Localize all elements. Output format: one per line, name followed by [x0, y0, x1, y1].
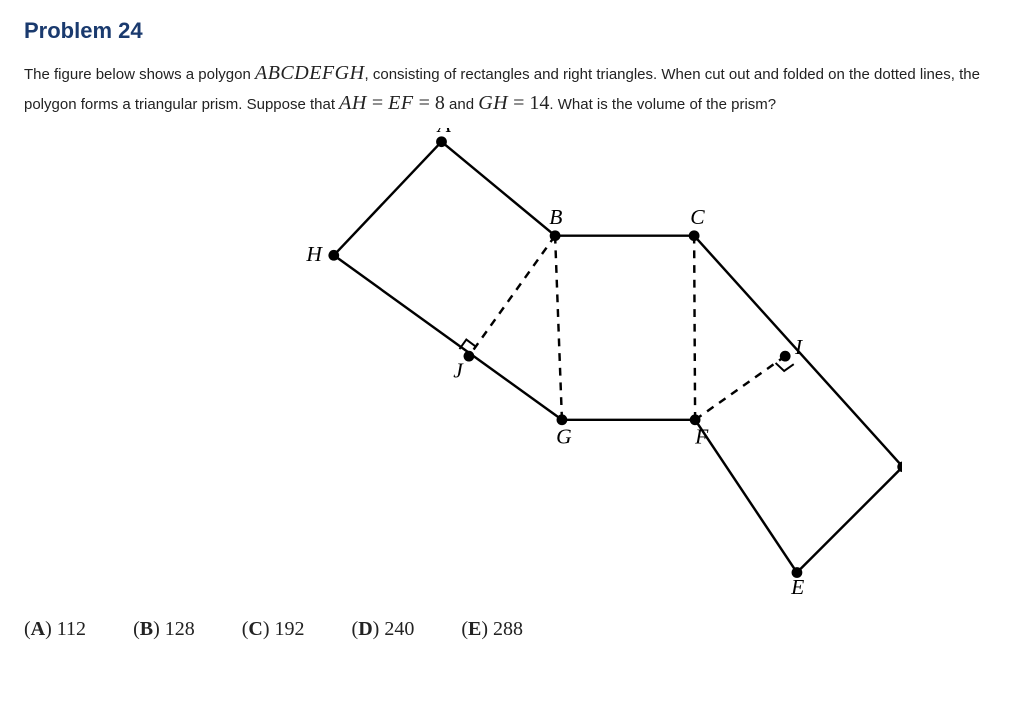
- svg-text:C: C: [690, 205, 705, 229]
- math-eq: =: [508, 92, 529, 114]
- problem-title: Problem 24: [24, 18, 1000, 44]
- math-gh: GH: [478, 92, 508, 114]
- math-eq: =: [414, 92, 435, 114]
- choice-c[interactable]: (C) 192: [242, 618, 305, 641]
- svg-text:A: A: [436, 128, 452, 137]
- svg-text:G: G: [556, 424, 572, 448]
- svg-text:F: F: [694, 424, 709, 448]
- svg-text:E: E: [790, 575, 804, 598]
- prism-net-figure: AHJBGCFIDE: [122, 128, 902, 598]
- text-part: The figure below shows a polygon: [24, 66, 255, 83]
- math-eq: =: [367, 92, 388, 114]
- math-polygon: ABCDEFGH: [255, 62, 365, 84]
- math-8: 8: [435, 92, 445, 114]
- text-part: and: [445, 96, 478, 113]
- svg-text:B: B: [549, 205, 562, 229]
- choice-b[interactable]: (B) 128: [133, 618, 195, 641]
- text-part: . What is the volume of the prism?: [549, 96, 776, 113]
- choice-a[interactable]: (A) 112: [24, 618, 86, 641]
- math-14: 14: [529, 92, 549, 114]
- math-ef: EF: [388, 92, 413, 114]
- figure-container: AHJBGCFIDE: [24, 128, 1000, 598]
- svg-text:J: J: [453, 359, 464, 383]
- math-ah: AH: [339, 92, 367, 114]
- problem-statement: The figure below shows a polygon ABCDEFG…: [24, 58, 1000, 118]
- answer-choices: (A) 112 (B) 128 (C) 192 (D) 240 (E) 288: [24, 618, 1000, 641]
- choice-d[interactable]: (D) 240: [352, 618, 415, 641]
- svg-text:H: H: [305, 242, 323, 266]
- choice-e[interactable]: (E) 288: [461, 618, 523, 641]
